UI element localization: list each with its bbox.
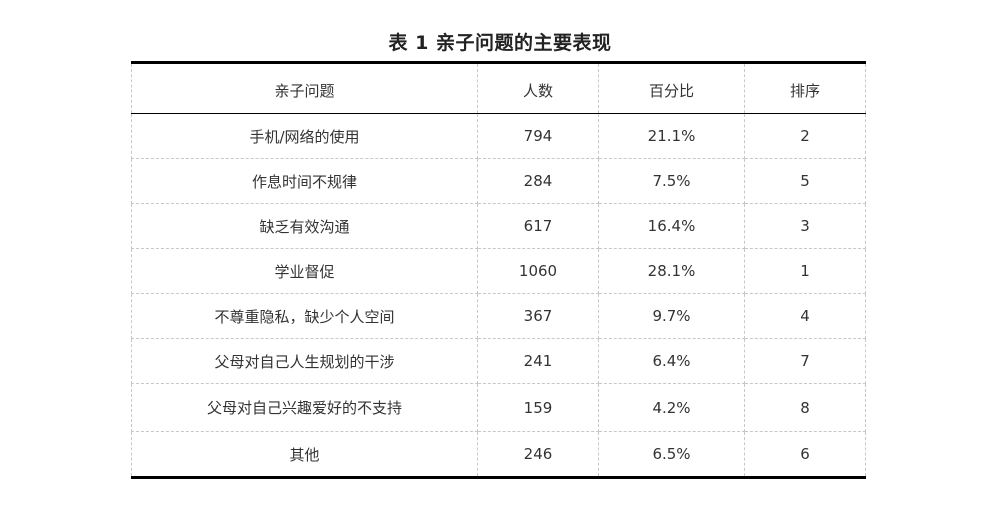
cell-count: 794 <box>477 113 599 159</box>
cell-rank: 4 <box>744 293 866 339</box>
cell-problem: 父母对自己人生规划的干涉 <box>131 338 478 384</box>
cell-rank: 2 <box>744 113 866 159</box>
table-caption: 表 1 亲子问题的主要表现 <box>388 32 612 54</box>
table-row: 父母对自己兴趣爱好的不支持 159 4.2% 8 <box>131 383 866 432</box>
cell-percent: 9.7% <box>598 293 745 339</box>
table-row: 缺乏有效沟通 617 16.4% 3 <box>131 203 866 249</box>
table-row: 学业督促 1060 28.1% 1 <box>131 248 866 294</box>
header-problem: 亲子问题 <box>131 62 478 114</box>
cell-problem: 父母对自己兴趣爱好的不支持 <box>131 383 478 432</box>
cell-problem: 学业督促 <box>131 248 478 294</box>
cell-percent: 6.5% <box>598 431 745 479</box>
cell-rank: 7 <box>744 338 866 384</box>
cell-rank: 1 <box>744 248 866 294</box>
cell-count: 246 <box>477 431 599 479</box>
cell-problem: 不尊重隐私，缺少个人空间 <box>131 293 478 339</box>
header-rank: 排序 <box>744 62 866 114</box>
table-row: 作息时间不规律 284 7.5% 5 <box>131 158 866 204</box>
data-table: 亲子问题 人数 百分比 排序 手机/网络的使用 794 21.1% 2 作息时间… <box>131 61 866 479</box>
table-row: 不尊重隐私，缺少个人空间 367 9.7% 4 <box>131 293 866 339</box>
cell-percent: 16.4% <box>598 203 745 249</box>
cell-percent: 21.1% <box>598 113 745 159</box>
cell-count: 617 <box>477 203 599 249</box>
table-row: 手机/网络的使用 794 21.1% 2 <box>131 113 866 159</box>
cell-rank: 6 <box>744 431 866 479</box>
cell-percent: 6.4% <box>598 338 745 384</box>
cell-percent: 4.2% <box>598 383 745 432</box>
header-count: 人数 <box>477 62 599 114</box>
cell-rank: 5 <box>744 158 866 204</box>
cell-problem: 缺乏有效沟通 <box>131 203 478 249</box>
cell-percent: 7.5% <box>598 158 745 204</box>
cell-count: 159 <box>477 383 599 432</box>
cell-count: 284 <box>477 158 599 204</box>
header-row: 亲子问题 人数 百分比 排序 <box>131 62 866 114</box>
cell-problem: 作息时间不规律 <box>131 158 478 204</box>
cell-count: 367 <box>477 293 599 339</box>
cell-percent: 28.1% <box>598 248 745 294</box>
table-container: 亲子问题 人数 百分比 排序 手机/网络的使用 794 21.1% 2 作息时间… <box>131 61 866 479</box>
table-row: 其他 246 6.5% 6 <box>131 431 866 479</box>
cell-problem: 其他 <box>131 431 478 479</box>
cell-rank: 3 <box>744 203 866 249</box>
cell-count: 1060 <box>477 248 599 294</box>
cell-rank: 8 <box>744 383 866 432</box>
cell-problem: 手机/网络的使用 <box>131 113 478 159</box>
table-row: 父母对自己人生规划的干涉 241 6.4% 7 <box>131 338 866 384</box>
cell-count: 241 <box>477 338 599 384</box>
header-percent: 百分比 <box>598 62 745 114</box>
